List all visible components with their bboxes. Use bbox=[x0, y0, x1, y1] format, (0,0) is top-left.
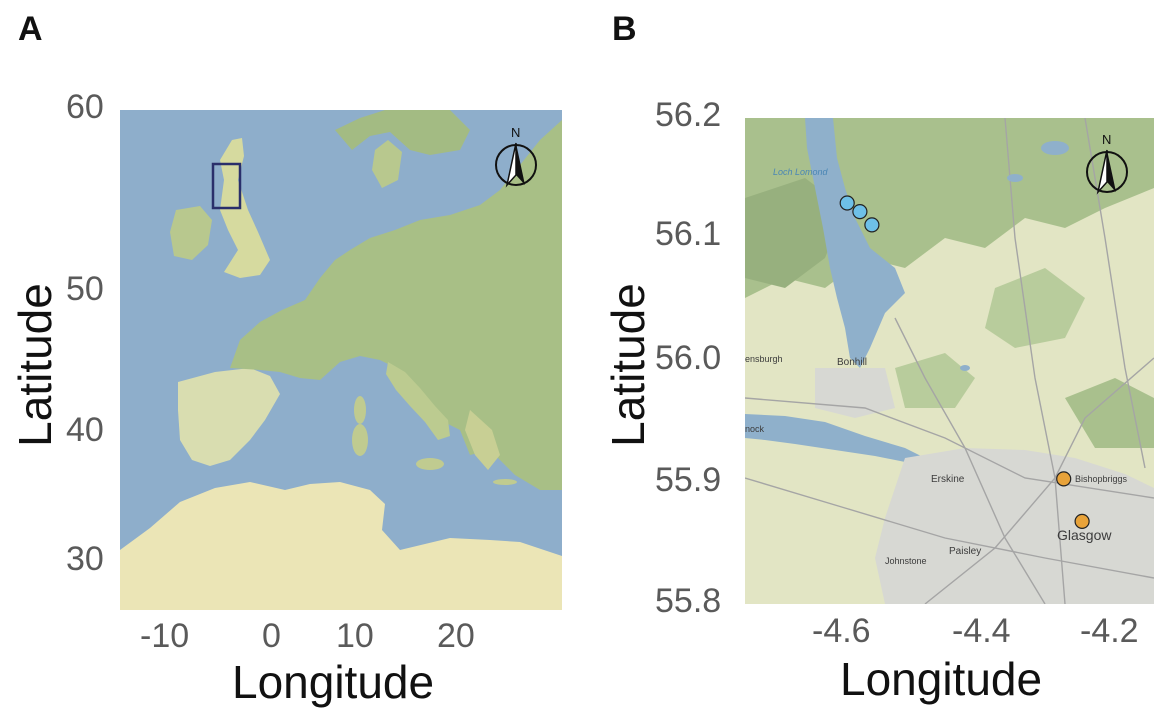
blue-sample-point bbox=[839, 195, 855, 211]
compass-north-label: N bbox=[511, 125, 520, 140]
orange-sample-point bbox=[1074, 513, 1090, 529]
panel-a-xlabel: Longitude bbox=[232, 656, 435, 708]
place-label: nock bbox=[745, 424, 765, 434]
compass-icon: N bbox=[495, 125, 537, 188]
panel-a-xtick: 20 bbox=[437, 617, 475, 655]
north-africa bbox=[120, 482, 562, 610]
sample-points bbox=[839, 195, 1090, 529]
place-label: Bishopbriggs bbox=[1075, 474, 1128, 484]
iberia bbox=[178, 368, 280, 466]
panel-b-ytick: 55.9 bbox=[655, 461, 722, 499]
place-label: Johnstone bbox=[885, 556, 927, 566]
great-britain bbox=[220, 138, 270, 278]
place-label: Erskine bbox=[931, 474, 965, 485]
panel-a-xtick: 10 bbox=[336, 617, 374, 655]
panel-a-ytick: 50 bbox=[66, 270, 104, 308]
clyde-estuary bbox=[745, 414, 925, 464]
place-label: ensburgh bbox=[745, 354, 783, 364]
loch-lomond bbox=[805, 118, 905, 368]
road-network bbox=[745, 118, 1154, 604]
scandinavia bbox=[335, 110, 470, 155]
greece bbox=[465, 410, 500, 470]
denmark bbox=[372, 140, 402, 188]
blue-sample-point bbox=[864, 217, 880, 233]
glasgow-map: Loch Lomond ensburgh Bonhill nock Erskin… bbox=[745, 118, 1154, 604]
place-label: Glasgow bbox=[1057, 527, 1112, 543]
panel-a-ytick: 30 bbox=[66, 540, 104, 578]
europe-map: N bbox=[120, 110, 562, 610]
panel-b-xtick: -4.2 bbox=[1080, 612, 1139, 650]
blue-sample-point bbox=[852, 203, 868, 220]
place-label: Paisley bbox=[949, 546, 981, 557]
place-label: Bonhill bbox=[837, 357, 867, 368]
panel-b-ytick: 56.1 bbox=[655, 215, 722, 253]
compass-icon: N bbox=[1086, 132, 1128, 195]
continental-europe bbox=[230, 120, 562, 490]
place-label: Loch Lomond bbox=[773, 167, 829, 177]
panel-b-xtick: -4.6 bbox=[812, 612, 871, 650]
panel-a-ytick: 40 bbox=[66, 411, 104, 449]
panel-b-ytick: 56.0 bbox=[655, 339, 722, 377]
crete bbox=[493, 479, 517, 485]
panel-b-ylabel: Latitude bbox=[602, 283, 654, 447]
panel-b-xlabel: Longitude bbox=[840, 653, 1043, 705]
ireland bbox=[170, 206, 212, 260]
panel-b-xtick: -4.4 bbox=[952, 612, 1011, 650]
panel-a-ylabel: Latitude bbox=[9, 283, 61, 447]
corsica bbox=[354, 396, 366, 424]
panel-a-letter: A bbox=[18, 10, 43, 48]
panel-a-ytick: 60 bbox=[66, 88, 104, 126]
inset-box bbox=[211, 162, 242, 210]
panel-a-xtick: 0 bbox=[262, 617, 281, 655]
panel-b-ytick: 56.2 bbox=[655, 96, 722, 134]
panel-b-ytick: 55.8 bbox=[655, 582, 722, 620]
sicily bbox=[416, 458, 444, 470]
compass-north-label: N bbox=[1102, 132, 1111, 147]
panel-a-xtick: -10 bbox=[140, 617, 190, 655]
sardinia bbox=[352, 424, 368, 456]
orange-sample-point bbox=[1056, 471, 1072, 487]
panel-b-letter: B bbox=[612, 10, 637, 48]
italy bbox=[386, 362, 450, 440]
